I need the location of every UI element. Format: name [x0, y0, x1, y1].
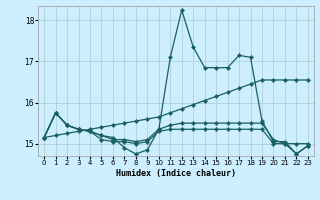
X-axis label: Humidex (Indice chaleur): Humidex (Indice chaleur) [116, 169, 236, 178]
